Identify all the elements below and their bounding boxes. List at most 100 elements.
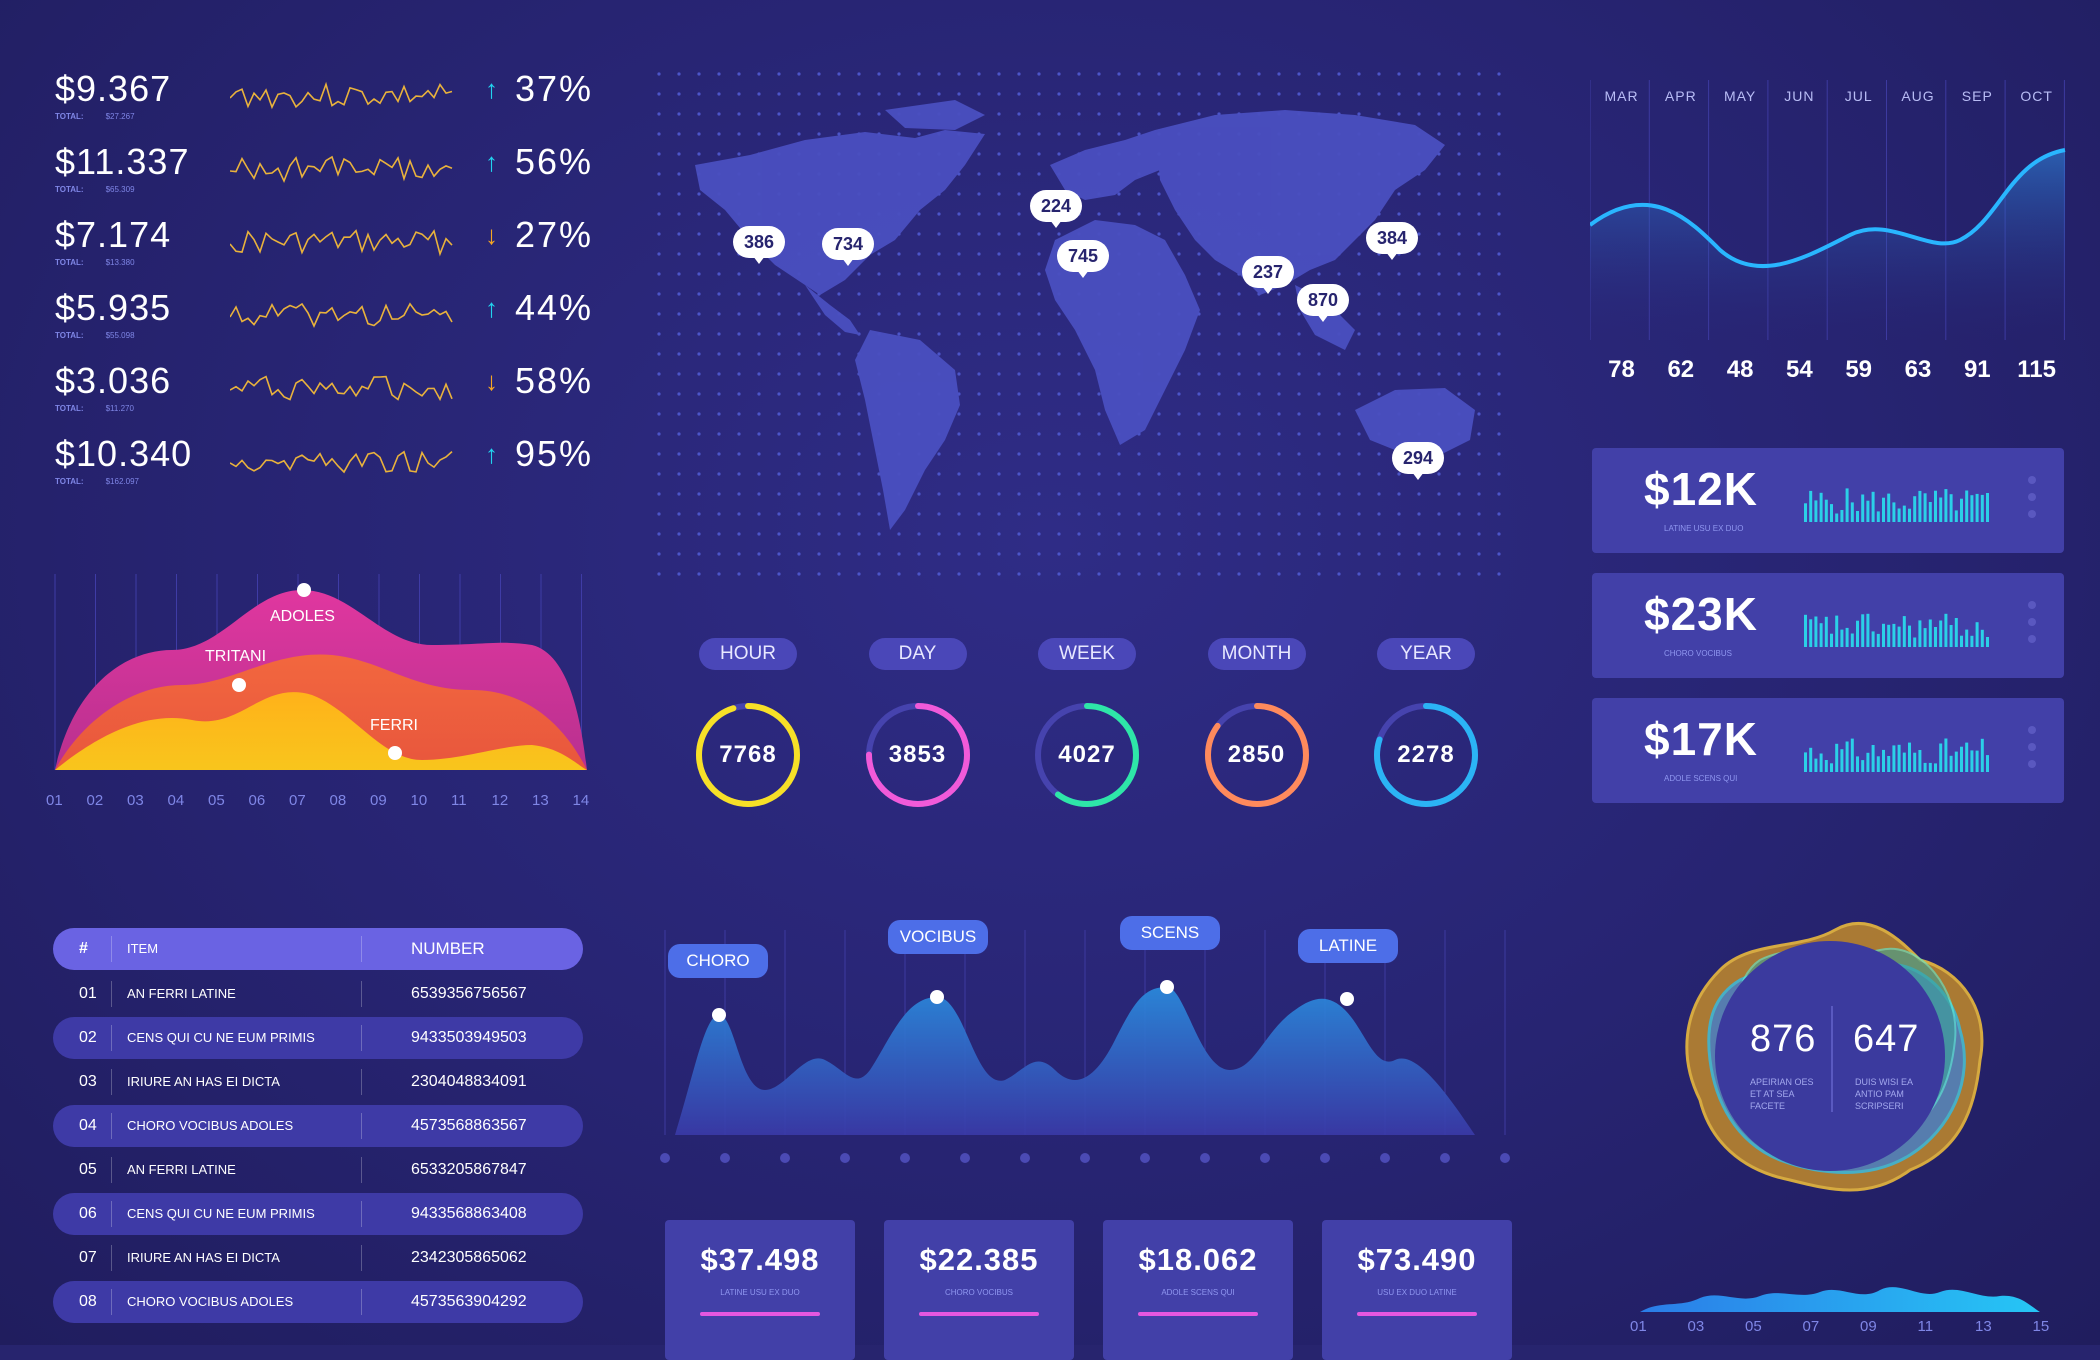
row-number: 9433503949503 <box>411 1029 527 1046</box>
period-value: 2278 <box>1397 741 1455 768</box>
bottom-card-amount: $37.498 <box>700 1242 820 1277</box>
row-num: 03 <box>79 1073 97 1090</box>
table-row[interactable]: 06 CENS QUI CU NE EUM PRIMIS 9433568863408 <box>53 1193 583 1235</box>
row-num: 06 <box>79 1205 97 1222</box>
month-label: JUN <box>1784 88 1815 104</box>
more-options-icon[interactable] <box>2028 726 2036 777</box>
wave-tick: 01 <box>1630 1318 1647 1335</box>
summary-card[interactable]: $23K CHORO VOCIBUS <box>1592 573 2064 678</box>
period-tab-hour[interactable]: HOUR <box>699 638 797 670</box>
month-value: 62 <box>1667 356 1695 383</box>
sparkline <box>230 302 453 328</box>
map-pin[interactable]: 386 <box>733 226 785 264</box>
sparkline <box>230 375 453 402</box>
peak-tag-vocibus: VOCIBUS <box>888 920 988 954</box>
map-pin-value: 386 <box>743 232 775 252</box>
header-item: ITEM <box>127 941 159 956</box>
area-x-tick: 07 <box>289 792 306 809</box>
table-row[interactable]: 01 AN FERRI LATINE 6539356756567 <box>53 973 583 1015</box>
row-num: 02 <box>79 1029 97 1046</box>
map-pin[interactable]: 294 <box>1392 442 1444 480</box>
table-header: # ITEM NUMBER <box>53 928 583 970</box>
table-row[interactable]: 02 CENS QUI CU NE EUM PRIMIS 9433503949503 <box>53 1017 583 1059</box>
arrow-up-icon: ↑ <box>485 293 498 323</box>
map-pin-value: 224 <box>1040 196 1072 216</box>
row-number: 9433568863408 <box>411 1205 527 1222</box>
period-ring <box>865 703 970 807</box>
stat-percent: 58% <box>515 360 594 401</box>
stat-total-label: TOTAL: <box>55 112 84 121</box>
period-ring <box>696 703 800 807</box>
map-pin[interactable]: 237 <box>1242 256 1294 294</box>
bottom-card-amount: $22.385 <box>919 1242 1039 1277</box>
wave-tick: 13 <box>1975 1318 1992 1335</box>
summary-card[interactable]: $17K ADOLE SCENS QUI <box>1592 698 2064 803</box>
wave-tick: 15 <box>2032 1318 2050 1335</box>
table-row[interactable]: 04 CHORO VOCIBUS ADOLES 4573568863567 <box>53 1105 583 1147</box>
bottom-card[interactable]: $18.062 ADOLE SCENS QUI <box>1103 1220 1293 1360</box>
period-value: 3853 <box>888 741 947 768</box>
table-row[interactable]: 05 AN FERRI LATINE 6533205867847 <box>53 1149 583 1191</box>
bottom-card[interactable]: $73.490 USU EX DUO LATINE <box>1322 1220 1512 1360</box>
month-value: 91 <box>1963 356 1991 383</box>
row-num: 04 <box>79 1117 97 1134</box>
stat-amount: $11.337 <box>55 141 190 182</box>
row-item: CENS QUI CU NE EUM PRIMIS <box>127 1030 315 1045</box>
period-value: 4027 <box>1058 741 1116 768</box>
stat-row: $9.367 TOTAL: $27.267 ↑ 37% <box>55 68 595 128</box>
card-bars <box>1804 488 1989 522</box>
card-amount: $17K <box>1644 713 1758 765</box>
month-label: MAY <box>1723 88 1757 104</box>
map-pin[interactable]: 224 <box>1030 190 1082 228</box>
month-label: AUG <box>1901 88 1935 104</box>
row-num: 01 <box>79 985 97 1002</box>
blob-left-sub: APEIRIAN OES ET AT SEA FACETE <box>1750 1077 1814 1111</box>
area-x-tick: 06 <box>248 792 266 809</box>
more-options-icon[interactable] <box>2028 476 2036 527</box>
map-pin-value: 745 <box>1067 246 1099 266</box>
arrow-down-icon: ↓ <box>485 366 498 396</box>
area-x-tick: 02 <box>86 792 104 809</box>
table-row[interactable]: 03 IRIURE AN HAS EI DICTA 2304048834091 <box>53 1061 583 1103</box>
stat-amount: $7.174 <box>55 214 172 255</box>
bottom-card[interactable]: $22.385 CHORO VOCIBUS <box>884 1220 1074 1360</box>
world-map <box>655 70 1515 580</box>
stat-total-label: TOTAL: <box>55 331 84 340</box>
header-num: # <box>79 940 88 957</box>
map-pin[interactable]: 745 <box>1057 240 1109 278</box>
period-tab-month[interactable]: MONTH <box>1207 638 1306 670</box>
bottom-card-amount: $18.062 <box>1138 1242 1258 1277</box>
period-tab-week[interactable]: WEEK <box>1038 638 1136 670</box>
row-item: CENS QUI CU NE EUM PRIMIS <box>127 1206 315 1221</box>
map-pin[interactable]: 384 <box>1366 222 1418 260</box>
period-ring <box>1035 703 1139 807</box>
period-tab-day[interactable]: DAY <box>868 638 967 670</box>
area-label-tritani: TRITANI <box>205 648 267 665</box>
card-bars <box>1804 738 1989 772</box>
table-row[interactable]: 08 CHORO VOCIBUS ADOLES 4573563904292 <box>53 1281 583 1323</box>
more-options-icon[interactable] <box>2028 601 2036 652</box>
map-pin-tail <box>1386 252 1398 260</box>
bottom-card-subtitle: LATINE USU EX DUO <box>720 1288 800 1297</box>
map-pin[interactable]: 870 <box>1297 284 1349 322</box>
stat-percent: 37% <box>515 68 594 109</box>
blob-graphic <box>1685 922 1984 1192</box>
sparkline <box>230 229 453 257</box>
bottom-card[interactable]: $37.498 LATINE USU EX DUO <box>665 1220 855 1360</box>
summary-card[interactable]: $12K LATINE USU EX DUO <box>1592 448 2064 553</box>
row-num: 05 <box>79 1161 97 1178</box>
arrow-up-icon: ↑ <box>485 147 498 177</box>
card-subtitle: ADOLE SCENS QUI <box>1664 774 1738 783</box>
map-pin[interactable]: 734 <box>822 228 874 266</box>
table-row[interactable]: 07 IRIURE AN HAS EI DICTA 2342305865062 <box>53 1237 583 1279</box>
stacked-area-chart <box>54 574 587 770</box>
month-label: APR <box>1664 88 1697 104</box>
area-x-tick: 05 <box>208 792 225 809</box>
period-ring <box>1204 703 1309 807</box>
period-tab-year[interactable]: YEAR <box>1377 638 1475 670</box>
peak-tag-choro: CHORO <box>668 944 768 978</box>
month-value: 48 <box>1726 356 1754 383</box>
area-label-ferri: FERRI <box>370 717 418 734</box>
card-bars <box>1804 613 1989 647</box>
bottom-card-bar <box>1357 1312 1477 1316</box>
